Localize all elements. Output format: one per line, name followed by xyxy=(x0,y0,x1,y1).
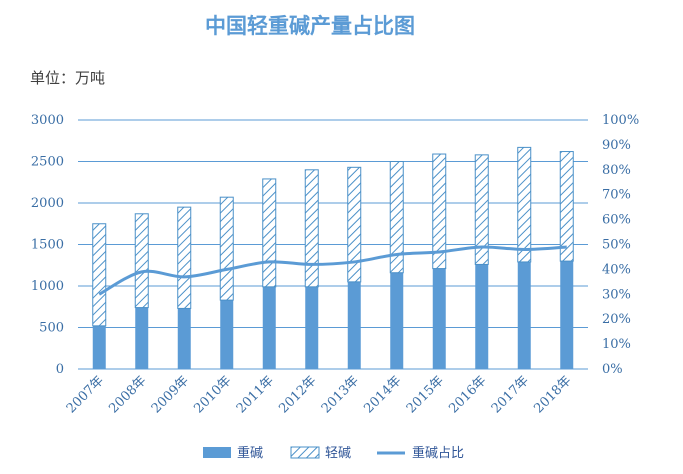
x-axis: 2007年 2008年 2009年 2010年 2011年 2012年 2013年 2014年… xyxy=(64,373,575,416)
bar-light xyxy=(517,146,532,263)
y-right-tick-label: 70% xyxy=(602,188,631,203)
bar-heavy xyxy=(305,286,319,369)
legend-label-heavy: 重碱 xyxy=(237,445,263,461)
legend-label-light: 轻碱 xyxy=(325,446,351,461)
legend-label-ratio: 重碱占比 xyxy=(412,445,464,461)
y-left-tick-label: 3000 xyxy=(31,113,64,128)
x-tick-label: 2018年 xyxy=(531,373,574,416)
ratio-line xyxy=(98,245,567,296)
x-tick-label: 2010年 xyxy=(191,373,234,416)
bar-heavy xyxy=(517,261,531,369)
unit-label: 单位：万吨 xyxy=(30,69,106,87)
series-line-ratio xyxy=(98,245,567,296)
gridlines xyxy=(78,119,588,370)
y-left-tick-label: 1500 xyxy=(31,238,64,253)
bar-light xyxy=(219,196,234,301)
legend-swatch-heavy xyxy=(203,447,231,458)
bar-heavy xyxy=(432,268,446,369)
x-tick-label: 2012年 xyxy=(276,373,319,416)
bar-heavy xyxy=(220,300,234,369)
y-right-tick-label: 80% xyxy=(602,163,631,178)
bar-light xyxy=(432,153,447,270)
bar-heavy xyxy=(135,307,149,369)
bar-light xyxy=(262,178,277,288)
bar-light xyxy=(92,223,107,327)
x-tick-label: 2017年 xyxy=(489,373,532,416)
bar-light xyxy=(304,169,319,288)
y-right-tick-label: 90% xyxy=(602,138,631,153)
bar-heavy xyxy=(177,308,191,369)
y-left-tick-label: 1000 xyxy=(31,279,64,294)
x-tick-label: 2014年 xyxy=(361,373,404,416)
y-right-tick-label: 20% xyxy=(602,312,631,327)
y-left-tick-label: 2500 xyxy=(31,155,64,170)
legend-swatch-light xyxy=(290,446,320,459)
bar-light xyxy=(389,161,404,274)
y-right-tick-label: 0% xyxy=(602,362,623,377)
chart-title: 中国轻重碱产量占比图 xyxy=(205,13,415,38)
y-right-tick-label: 40% xyxy=(602,262,631,277)
bar-light xyxy=(559,151,574,262)
y-left-tick-label: 500 xyxy=(39,321,64,336)
bar-light xyxy=(474,154,489,265)
x-tick-label: 2008年 xyxy=(106,373,149,416)
y-right-tick-label: 100% xyxy=(602,113,639,128)
y-right-tick-label: 60% xyxy=(602,213,631,228)
legend: 重碱 轻碱 重碱占比 xyxy=(203,445,464,461)
bar-light xyxy=(134,213,149,309)
bar-heavy xyxy=(390,272,404,369)
y-left-tick-label: 2000 xyxy=(31,196,64,211)
bar-heavy xyxy=(475,264,489,369)
x-tick-label: 2016年 xyxy=(446,373,489,416)
x-tick-label: 2009年 xyxy=(149,373,192,416)
bar-light xyxy=(347,166,362,283)
x-tick-label: 2011年 xyxy=(234,373,277,416)
x-tick-label: 2007年 xyxy=(64,373,107,416)
y-right-tick-label: 30% xyxy=(602,287,631,302)
x-tick-label: 2013年 xyxy=(319,373,362,416)
right-axis: 0% 10% 20% 30% 40% 50% 60% 70% 80% 90% 100% xyxy=(602,113,639,377)
left-axis: 0 500 1000 1500 2000 2500 3000 xyxy=(31,113,64,377)
bar-heavy xyxy=(347,281,361,369)
bars xyxy=(92,146,574,369)
bar-heavy xyxy=(262,286,276,369)
bar-heavy xyxy=(560,261,574,369)
y-right-tick-label: 50% xyxy=(602,238,631,253)
bar-light xyxy=(177,206,192,309)
x-tick-label: 2015年 xyxy=(404,373,447,416)
bar-heavy xyxy=(92,325,106,369)
y-left-tick-label: 0 xyxy=(56,362,64,377)
y-right-tick-label: 10% xyxy=(602,337,631,352)
